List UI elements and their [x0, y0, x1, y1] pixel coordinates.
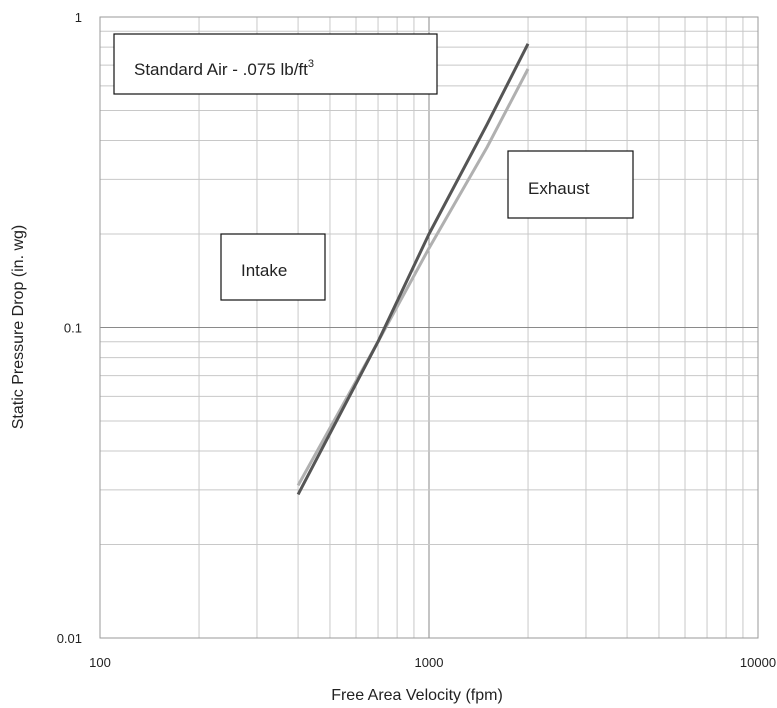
y-tick-labels: 0.01 0.1 1: [57, 10, 82, 646]
annotation-superscript: 3: [308, 58, 314, 70]
intake-annotation: Intake: [220, 233, 326, 301]
y-tick-label: 0.1: [64, 321, 82, 336]
annotation-box: [220, 233, 326, 301]
y-tick-label: 1: [75, 10, 82, 25]
x-tick-label: 1000: [415, 655, 444, 670]
annotation-box: [507, 150, 634, 219]
exhaust-annotation: Exhaust: [507, 150, 634, 219]
x-tick-label: 10000: [740, 655, 776, 670]
grid: [100, 17, 758, 638]
annotation-text: Intake: [241, 261, 287, 280]
x-tick-label: 100: [89, 655, 111, 670]
y-axis-title: Static Pressure Drop (in. wg): [10, 225, 27, 430]
annotation-text: Standard Air - .075 lb/ft3: [134, 58, 314, 79]
standard-air-annotation: Standard Air - .075 lb/ft3: [113, 33, 438, 95]
x-tick-labels: 100 1000 10000: [89, 655, 776, 670]
series-line: [296, 68, 530, 487]
annotation-box: [113, 33, 438, 95]
series-group: [296, 43, 530, 496]
annotation-text: Exhaust: [528, 179, 590, 198]
plot-frame: [99, 16, 759, 639]
x-axis-title: Free Area Velocity (fpm): [331, 687, 503, 704]
plot-border: [99, 16, 759, 639]
series-line: [296, 43, 530, 496]
y-tick-label: 0.01: [57, 631, 82, 646]
